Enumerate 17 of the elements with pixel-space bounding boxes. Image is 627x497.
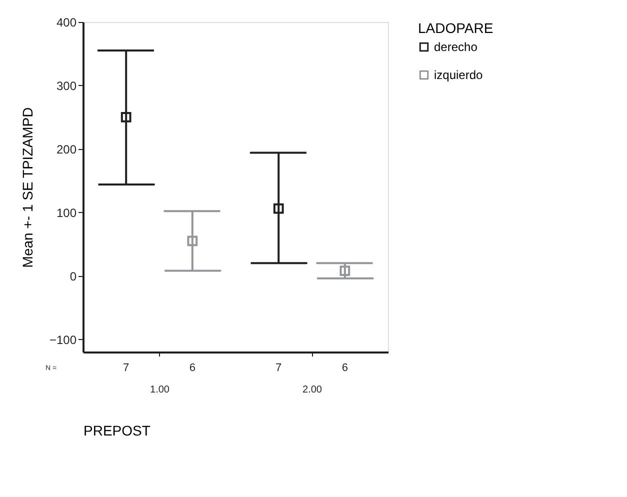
x-axis-title: PREPOST	[84, 422, 151, 438]
y-tick-label: 300	[56, 78, 77, 93]
y-tick-label: 100	[56, 206, 77, 220]
y-tick-label: 0	[70, 269, 77, 284]
y-tick-label: 400	[56, 16, 77, 30]
y-tick-label: −100	[49, 332, 77, 347]
text: 7	[276, 362, 282, 374]
y-axis-title: Mean +- 1 SE TPIZAMPD	[19, 107, 36, 268]
x-tick-label: 1.00	[150, 384, 170, 396]
x-tick-label: 2.00	[302, 384, 322, 396]
text: 6	[189, 362, 196, 374]
legend-title: LADOPARE	[418, 20, 494, 36]
legend-label: derecho	[434, 40, 478, 54]
text: 7	[123, 362, 130, 374]
legend-label: izquierdo	[434, 68, 484, 82]
text: 6	[342, 362, 348, 374]
y-tick-label: 200	[56, 142, 77, 156]
